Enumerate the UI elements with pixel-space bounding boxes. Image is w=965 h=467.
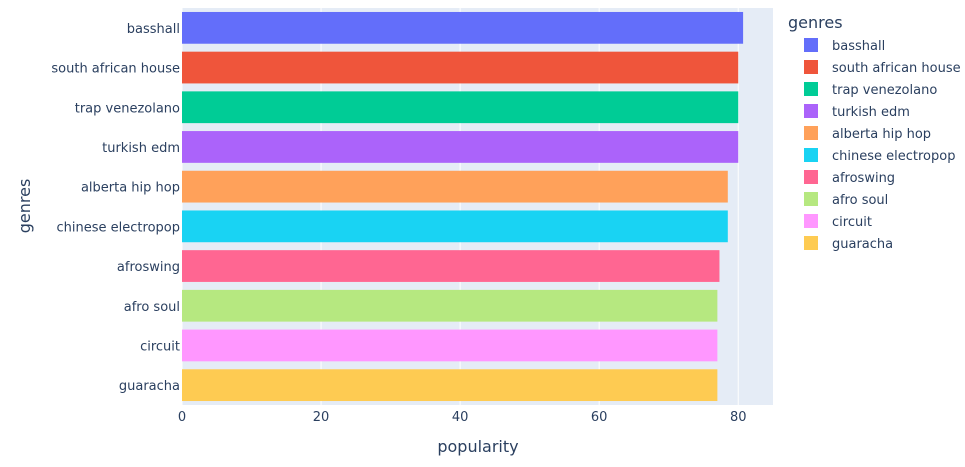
legend-item-label: turkish edm — [832, 105, 910, 120]
y-tick-label: turkish edm — [102, 141, 180, 156]
legend-swatch — [804, 38, 818, 52]
legend-item-label: afro soul — [832, 193, 888, 208]
x-tick-label: 80 — [730, 410, 747, 425]
legend-swatch — [804, 126, 818, 140]
y-tick-label: afro soul — [124, 300, 180, 315]
x-tick-label: 40 — [452, 410, 469, 425]
y-tick-labels: basshall south african house trap venezola… — [51, 22, 180, 394]
y-tick-label: south african house — [51, 62, 180, 77]
legend-item-label: chinese electropop — [832, 149, 955, 164]
legend-item-label: south african house — [832, 61, 961, 76]
bar — [182, 329, 718, 362]
bar — [182, 11, 744, 44]
bars — [182, 11, 744, 402]
bar — [182, 131, 739, 163]
legend-swatch — [804, 60, 818, 74]
bar — [182, 170, 728, 203]
y-tick-label: basshall — [127, 22, 180, 37]
legend-item-label: basshall — [832, 39, 885, 54]
bar — [182, 250, 720, 282]
y-tick-label: alberta hip hop — [81, 181, 180, 196]
x-tick-label: 0 — [178, 410, 186, 425]
legend: genres basshall south african house trap v… — [788, 13, 961, 252]
bar — [182, 91, 739, 124]
legend-item-label: guaracha — [832, 237, 893, 252]
y-tick-label: afroswing — [117, 260, 180, 275]
x-tick-labels: 0 20 40 60 80 — [178, 410, 747, 425]
legend-item-label: alberta hip hop — [832, 127, 931, 142]
bar — [182, 210, 728, 243]
legend-swatch — [804, 192, 818, 206]
legend-swatch — [804, 170, 818, 184]
legend-swatch — [804, 148, 818, 162]
legend-title: genres — [788, 13, 843, 32]
legend-swatch — [804, 236, 818, 250]
x-axis-title: popularity — [437, 437, 518, 456]
legend-swatch — [804, 82, 818, 96]
legend-swatch — [804, 214, 818, 228]
x-tick-label: 20 — [313, 410, 330, 425]
bar — [182, 289, 718, 322]
y-axis-title: genres — [15, 179, 34, 234]
x-tick-label: 60 — [591, 410, 608, 425]
y-tick-label: trap venezolano — [75, 101, 180, 116]
y-tick-label: circuit — [140, 339, 180, 354]
y-tick-label: guaracha — [119, 379, 180, 394]
legend-swatch — [804, 104, 818, 118]
bar — [182, 51, 739, 84]
legend-item-label: afroswing — [832, 171, 895, 186]
legend-item-label: trap venezolano — [832, 83, 937, 98]
legend-item-label: circuit — [832, 215, 872, 230]
bar — [182, 369, 718, 402]
y-tick-label: chinese electropop — [57, 220, 180, 235]
